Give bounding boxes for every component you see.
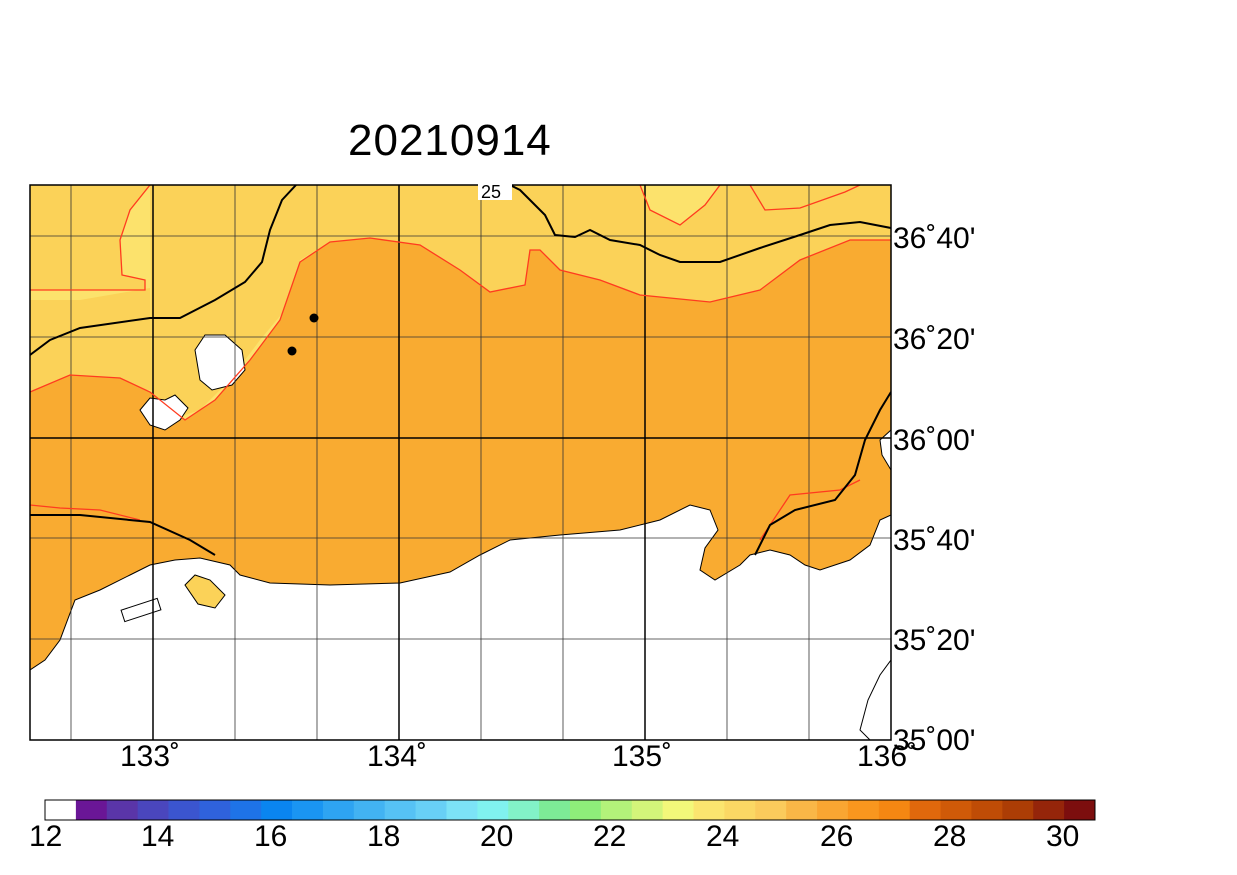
colorbar-label: 30 <box>1046 820 1080 853</box>
colorbar-cell <box>415 800 447 820</box>
colorbar-cell <box>477 800 509 820</box>
colorbar-cell <box>570 800 602 820</box>
colorbar-label: 12 <box>29 820 63 853</box>
contour-25 <box>30 185 891 556</box>
lat-label-36-20: 36˚20' <box>893 323 976 356</box>
colorbar-cell <box>631 800 664 820</box>
contour-label-box <box>478 182 512 200</box>
colorbar-cell <box>168 800 200 820</box>
lon-label-134: 134˚ <box>367 740 428 773</box>
map-plot-area <box>30 185 891 740</box>
colorbar-cell <box>940 800 972 820</box>
contour-label: 25 <box>481 182 501 202</box>
colorbar-cell <box>230 800 262 820</box>
lat-label-36-40: 36˚40' <box>893 222 976 255</box>
lon-label-136: 136˚ <box>857 740 918 773</box>
station-marker <box>287 346 297 356</box>
colorbar-cell <box>971 800 1003 820</box>
lon-label-133: 133˚ <box>120 740 181 773</box>
colorbar-label: 20 <box>480 820 514 853</box>
colorbar-cell <box>693 800 725 820</box>
colorbar-cell <box>724 800 756 820</box>
island-dogo <box>194 334 246 391</box>
colorbar-cell <box>508 800 540 820</box>
colorbar-cell <box>106 800 139 820</box>
colorbar-cell <box>1002 800 1034 820</box>
colorbar-cell <box>600 800 633 820</box>
colorbar-cell <box>137 800 169 820</box>
lake-shinji <box>184 574 226 609</box>
colorbar-label: 26 <box>820 820 854 853</box>
colorbar-cell <box>1033 800 1065 820</box>
lat-label-35-00: 35˚00' <box>893 724 976 757</box>
colorbar-cell <box>45 800 77 820</box>
colorbar-cell <box>786 800 818 820</box>
colorbar-cell <box>75 800 108 820</box>
land-honshu <box>30 504 891 740</box>
colorbar-cell <box>878 800 911 820</box>
grid-minor <box>30 185 891 740</box>
lat-label-35-20: 35˚20' <box>893 624 976 657</box>
colorbar-cell <box>322 800 355 820</box>
colorbar-label: 16 <box>254 820 288 853</box>
colorbar-label: 14 <box>141 820 175 853</box>
lat-label-35-40: 35˚40' <box>893 524 976 557</box>
colorbar-cell <box>446 800 478 820</box>
colorbar-frame <box>44 799 1096 821</box>
colorbar-label: 18 <box>367 820 401 853</box>
colorbar-cell <box>909 800 941 820</box>
colorbar-label: 22 <box>593 820 627 853</box>
colorbar-cell <box>384 800 416 820</box>
colorbar-cell <box>1064 800 1096 820</box>
lon-label-135: 135˚ <box>612 740 673 773</box>
colorbar-cell <box>847 800 880 820</box>
colorbar-cell <box>662 800 694 820</box>
colorbar-cell <box>199 800 231 820</box>
lat-label-36-00: 36˚00' <box>893 424 976 457</box>
colorbar-cell <box>817 800 849 820</box>
land-kinki-coast <box>879 429 891 471</box>
colorbar-cell <box>292 800 324 820</box>
sst-zone-25 <box>30 185 891 420</box>
lake-small <box>120 597 162 623</box>
island-dozen <box>139 394 189 431</box>
station-marker <box>309 313 319 323</box>
colorbar-cell <box>261 800 293 820</box>
colorbar-cell <box>539 800 571 820</box>
colorbar <box>44 799 1096 821</box>
colorbar-label: 24 <box>706 820 740 853</box>
colorbar-cell <box>755 800 787 820</box>
colorbar-label: 28 <box>933 820 967 853</box>
grid-major <box>30 185 891 740</box>
contours-red <box>30 185 891 541</box>
map-title: 20210914 <box>348 116 552 165</box>
map-frame <box>29 184 892 741</box>
colorbar-cell <box>353 800 386 820</box>
land-east-coast <box>859 659 891 740</box>
